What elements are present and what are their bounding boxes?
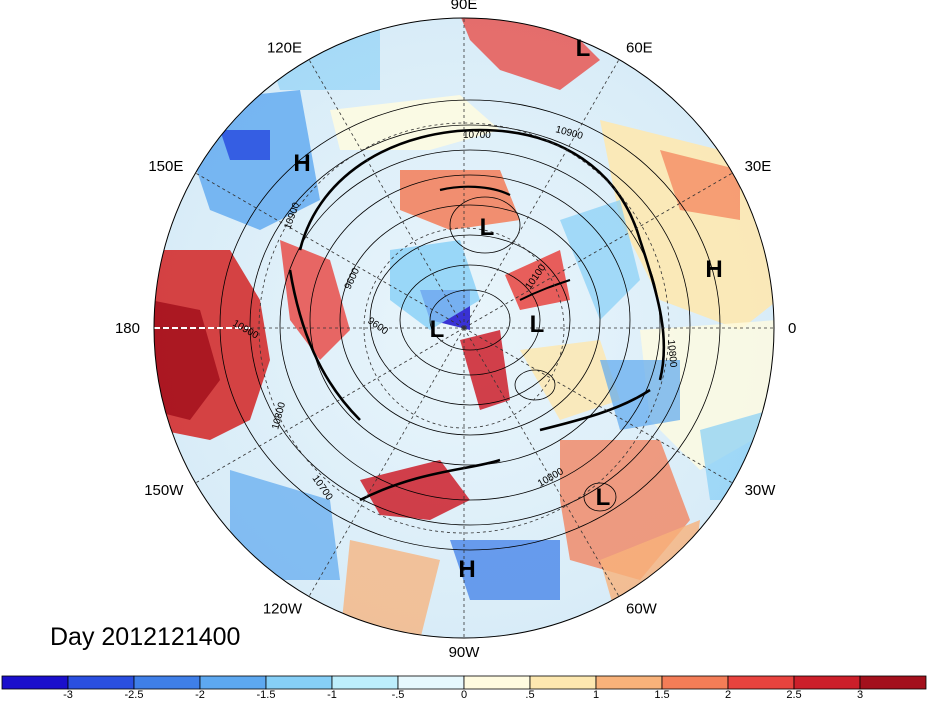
colorbar: -3 -2.5 -2 -1.5 -1 -.5 0 .5 1 1.5 2 2.5 3 (1, 675, 927, 701)
colorbar-swatch (661, 675, 729, 690)
colorbar-tick-label: -2 (195, 689, 205, 701)
graticule (154, 18, 774, 638)
day-label: Day 2012121400 (50, 623, 240, 651)
longitude-label: 60W (626, 601, 658, 618)
colorbar-tick-label: -.5 (392, 689, 405, 701)
contour-label: 10800 (665, 339, 678, 368)
longitude-label: 120E (267, 39, 302, 56)
pressure-center-mark: L (596, 484, 611, 511)
colorbar-swatch (1, 675, 69, 690)
longitude-label: 90W (449, 644, 481, 661)
pressure-center-mark: H (705, 256, 722, 283)
longitude-label: 30E (745, 158, 772, 175)
map-boundary (153, 17, 775, 639)
pressure-center-mark: H (458, 556, 475, 583)
longitude-label: 90E (451, 0, 478, 13)
colorbar-tick-label: -1 (327, 689, 337, 701)
longitude-label: 180 (115, 320, 140, 337)
longitude-label: 150E (148, 158, 183, 175)
colorbar-swatch (265, 675, 333, 690)
colorbar-tick-label: 2 (725, 689, 731, 701)
colorbar-swatch (529, 675, 597, 690)
colorbar-tick-label: 1 (593, 689, 599, 701)
longitude-label: 120W (263, 601, 303, 618)
pressure-centers: H L L H L L L H (293, 35, 722, 583)
colorbar-tick-label: 3 (857, 689, 863, 701)
colorbar-swatch (397, 675, 465, 690)
colorbar-swatch (595, 675, 663, 690)
colorbar-swatch (793, 675, 861, 690)
pressure-center-mark: H (293, 150, 310, 177)
colorbar-swatch (133, 675, 201, 690)
colorbar-tick-label: -1.5 (257, 689, 276, 701)
pressure-center-mark: L (530, 311, 545, 338)
pressure-center-mark: L (576, 35, 591, 62)
colorbar-swatch (463, 675, 531, 690)
colorbar-swatch (331, 675, 399, 690)
colorbar-tick-label: 0 (461, 689, 467, 701)
colorbar-tick-label: .5 (525, 689, 534, 701)
colorbar-swatch (199, 675, 267, 690)
longitude-label: 30W (745, 482, 777, 499)
colorbar-tick-label: -3 (63, 689, 73, 701)
contour-label: 10700 (463, 130, 491, 141)
colorbar-swatch (859, 675, 927, 690)
colorbar-tick-label: 2.5 (786, 689, 801, 701)
pressure-center-mark: L (480, 214, 495, 241)
height-contours (219, 99, 721, 551)
longitude-label: 0 (788, 320, 796, 337)
longitude-labels: 90E 60E 30E 0 30W 60W 90W 120W 150W 180 150E 120E (115, 0, 796, 661)
pressure-center-mark: L (430, 316, 445, 343)
colorbar-tick-label: -2.5 (125, 689, 144, 701)
colorbar-swatch (727, 675, 795, 690)
colorbar-tick-label: 1.5 (654, 689, 669, 701)
longitude-label: 60E (626, 39, 653, 56)
longitude-label: 150W (144, 482, 184, 499)
colorbar-swatch (67, 675, 135, 690)
